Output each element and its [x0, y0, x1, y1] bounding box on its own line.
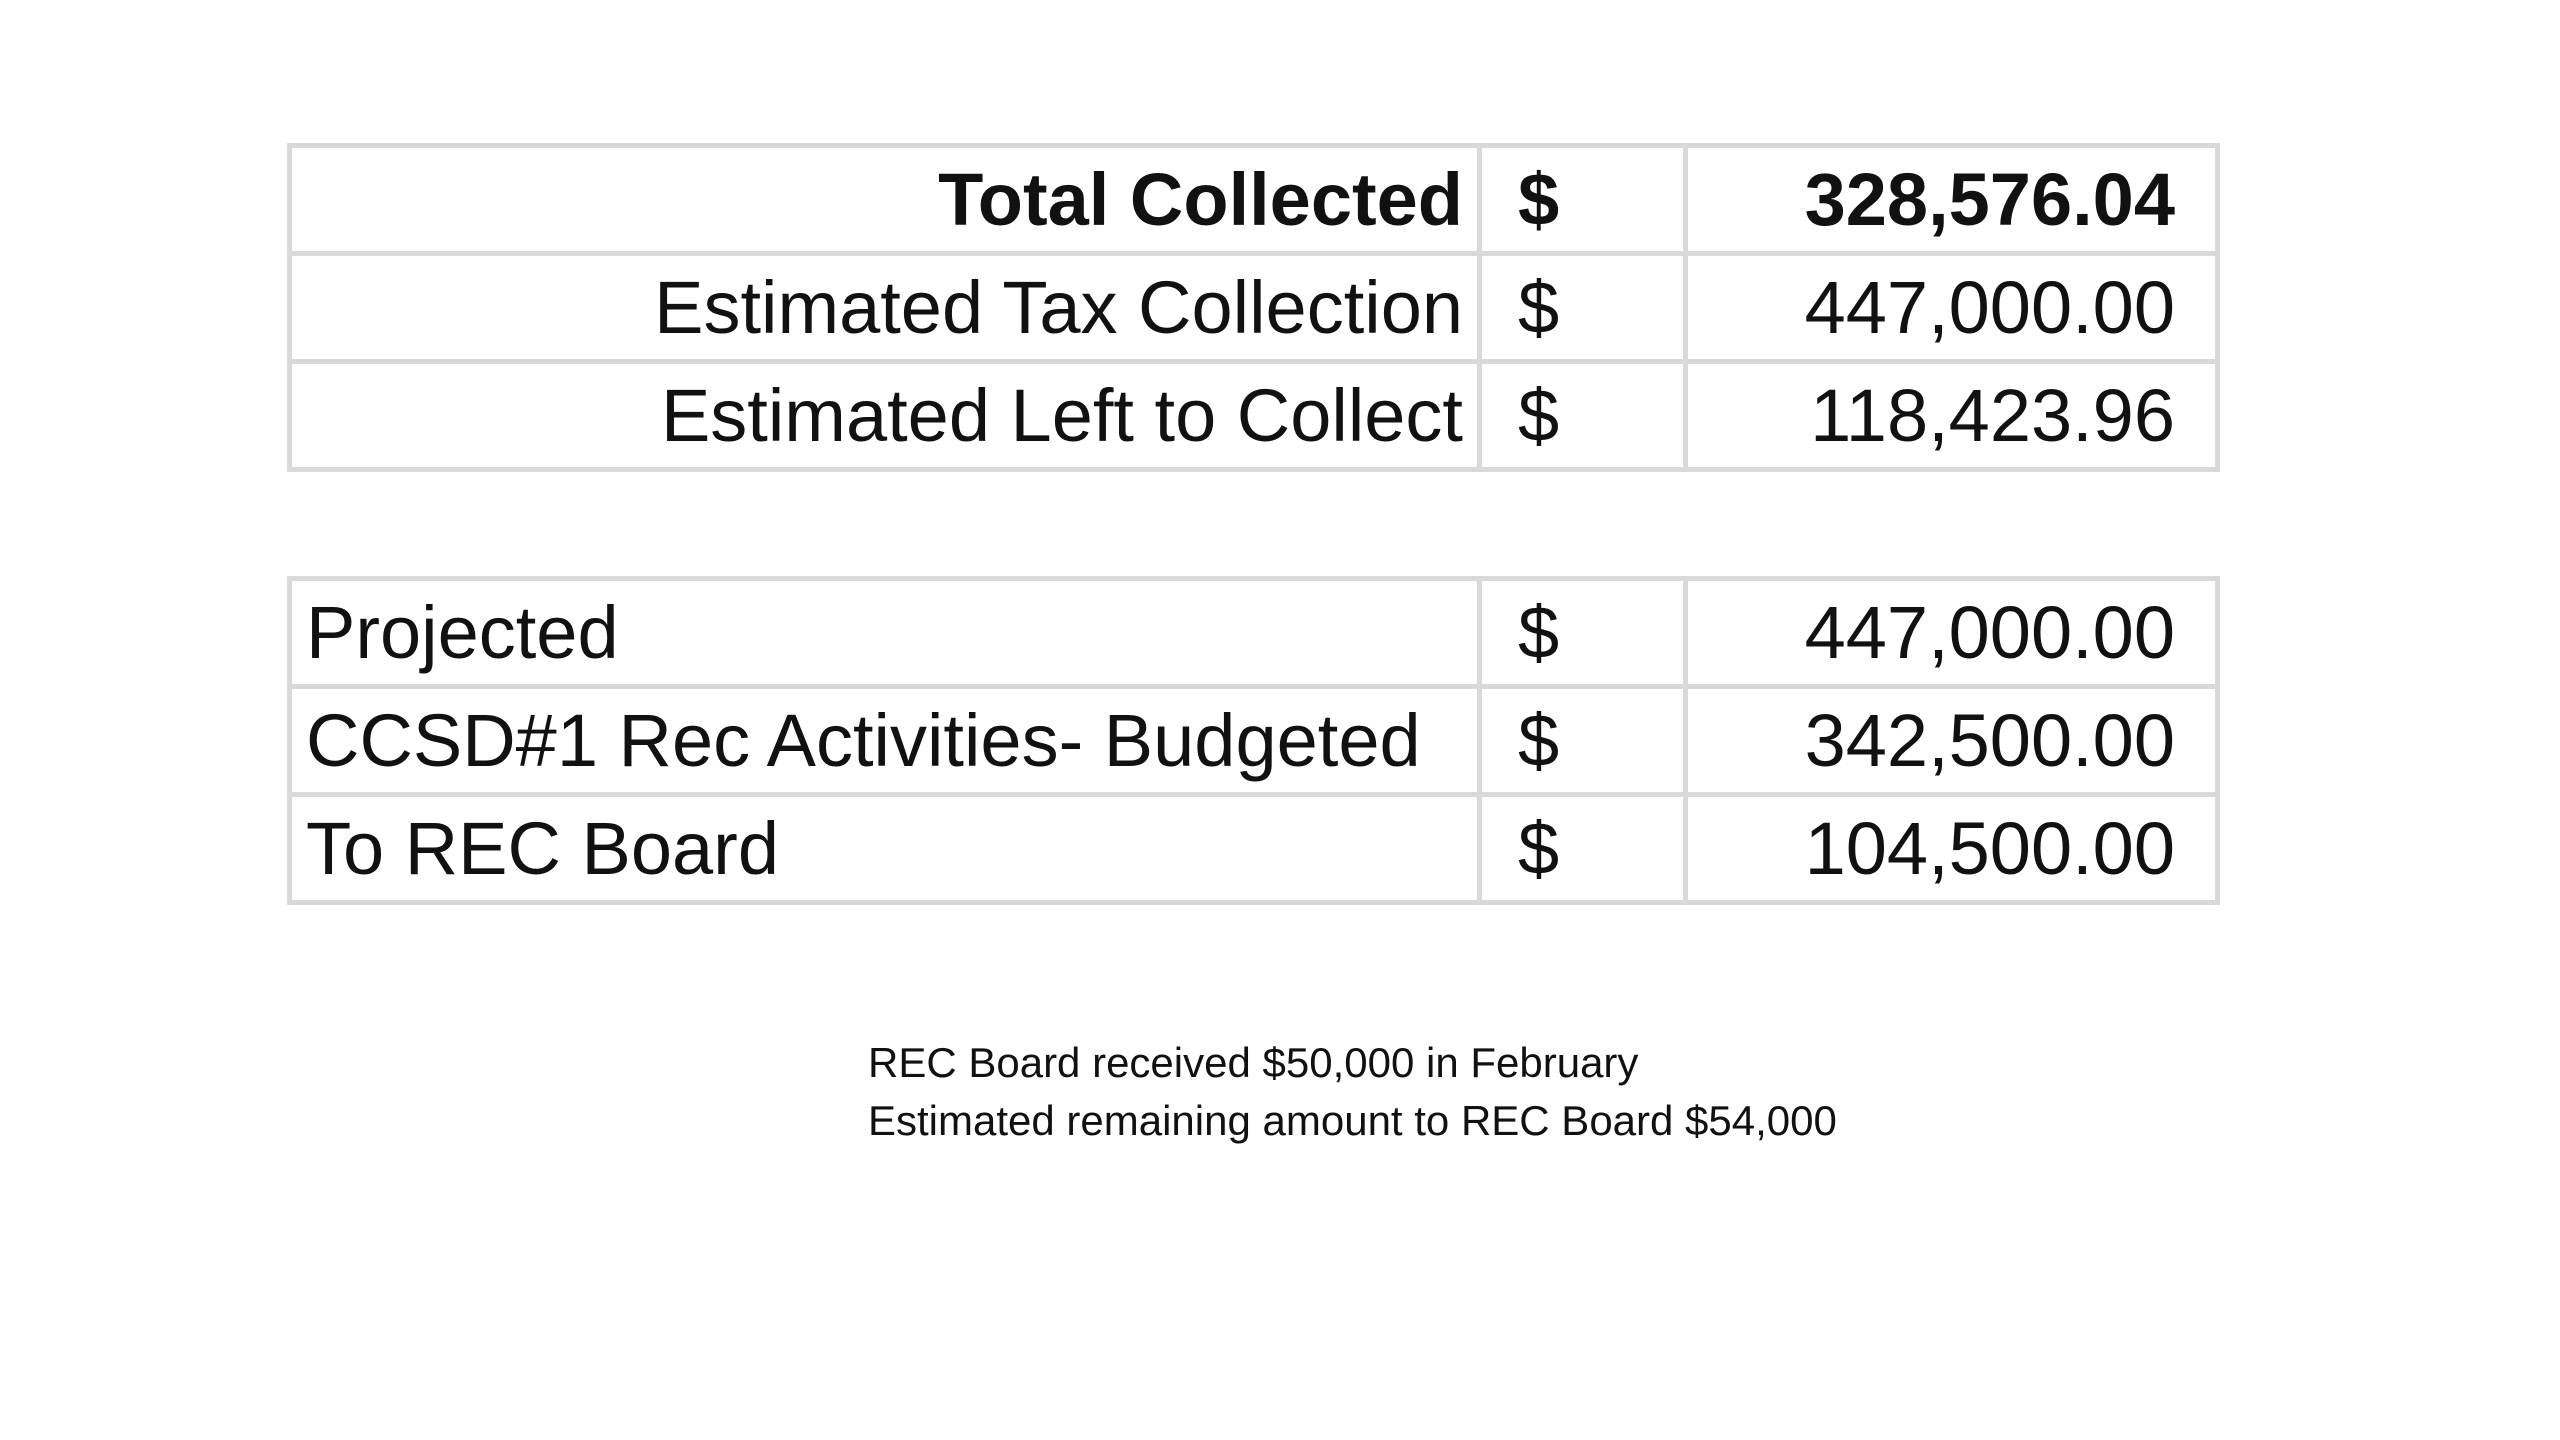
row-amount: 118,423.96	[1683, 359, 2220, 472]
row-amount: 447,000.00	[1683, 251, 2220, 364]
notes-text-block: REC Board received $50,000 in February E…	[868, 1034, 1837, 1150]
currency-symbol: $	[1477, 684, 1688, 797]
row-amount: 328,576.04	[1683, 143, 2220, 256]
row-label: Estimated Left to Collect	[287, 359, 1482, 472]
row-amount: 447,000.00	[1683, 576, 2220, 689]
note-estimated-remaining: Estimated remaining amount to REC Board …	[868, 1097, 1837, 1144]
row-label: Estimated Tax Collection	[287, 251, 1482, 364]
row-amount: 342,500.00	[1683, 684, 2220, 797]
note-rec-board-received: REC Board received $50,000 in February	[868, 1039, 1639, 1086]
table-row-total-collected: Total Collected $ 328,576.04	[287, 143, 2220, 256]
row-amount: 104,500.00	[1683, 792, 2220, 905]
row-label: CCSD#1 Rec Activities- Budgeted	[287, 684, 1482, 797]
currency-symbol: $	[1477, 576, 1688, 689]
table-row-to-rec-board: To REC Board $ 104,500.00	[287, 792, 2220, 905]
table-row-projected: Projected $ 447,000.00	[287, 576, 2220, 689]
table-row-rec-activities-budgeted: CCSD#1 Rec Activities- Budgeted $ 342,50…	[287, 684, 2220, 797]
tax-collection-summary-table: Total Collected $ 328,576.04 Estimated T…	[287, 143, 2220, 472]
table-row-estimated-left-to-collect: Estimated Left to Collect $ 118,423.96	[287, 359, 2220, 472]
currency-symbol: $	[1477, 143, 1688, 256]
row-label: To REC Board	[287, 792, 1482, 905]
currency-symbol: $	[1477, 792, 1688, 905]
currency-symbol: $	[1477, 359, 1688, 472]
table-row-estimated-tax-collection: Estimated Tax Collection $ 447,000.00	[287, 251, 2220, 364]
budget-allocation-table: Projected $ 447,000.00 CCSD#1 Rec Activi…	[287, 576, 2220, 905]
currency-symbol: $	[1477, 251, 1688, 364]
row-label: Total Collected	[287, 143, 1482, 256]
row-label: Projected	[287, 576, 1482, 689]
